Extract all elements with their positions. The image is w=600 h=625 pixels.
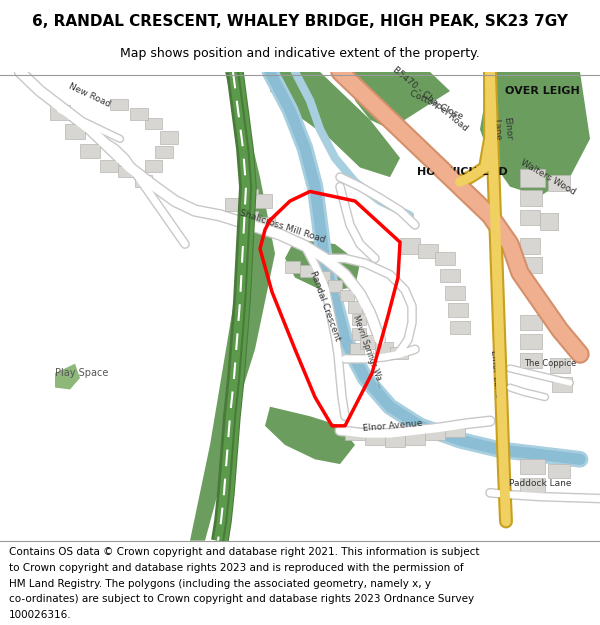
Polygon shape: [285, 261, 300, 272]
Polygon shape: [340, 290, 354, 301]
Polygon shape: [160, 131, 178, 144]
Polygon shape: [520, 315, 542, 330]
Polygon shape: [352, 314, 366, 326]
Polygon shape: [390, 348, 408, 359]
Polygon shape: [130, 108, 148, 120]
Polygon shape: [520, 191, 542, 206]
Polygon shape: [285, 239, 360, 292]
Text: The Coppice: The Coppice: [524, 359, 576, 368]
Polygon shape: [520, 353, 542, 368]
Polygon shape: [265, 407, 355, 464]
Text: Mevril Springs Wa...: Mevril Springs Wa...: [351, 314, 385, 389]
Polygon shape: [540, 214, 558, 230]
Polygon shape: [435, 252, 455, 265]
Polygon shape: [445, 286, 465, 299]
Text: Cotton Close: Cotton Close: [408, 89, 464, 122]
Polygon shape: [300, 265, 315, 277]
Text: Walters Wood: Walters Wood: [519, 158, 577, 196]
Polygon shape: [548, 175, 570, 191]
Text: Elnor
Lane: Elnor Lane: [491, 117, 512, 142]
Polygon shape: [520, 209, 540, 225]
Polygon shape: [448, 303, 468, 317]
Text: Elnor Lane: Elnor Lane: [490, 349, 503, 398]
Polygon shape: [155, 146, 173, 158]
Polygon shape: [400, 238, 420, 254]
Polygon shape: [118, 166, 135, 177]
Polygon shape: [418, 244, 438, 258]
Text: B5470 - Chapel Road: B5470 - Chapel Road: [391, 64, 469, 132]
Polygon shape: [552, 377, 572, 392]
Text: Paddock Lane: Paddock Lane: [509, 479, 571, 488]
Polygon shape: [350, 342, 364, 354]
Polygon shape: [145, 160, 162, 172]
Polygon shape: [345, 428, 365, 440]
Text: HM Land Registry. The polygons (including the associated geometry, namely x, y: HM Land Registry. The polygons (includin…: [9, 579, 431, 589]
Polygon shape: [50, 106, 70, 120]
Polygon shape: [360, 335, 378, 349]
Text: 6, RANDAL CRESCENT, WHALEY BRIDGE, HIGH PEAK, SK23 7GY: 6, RANDAL CRESCENT, WHALEY BRIDGE, HIGH …: [32, 14, 568, 29]
Polygon shape: [365, 432, 385, 445]
Polygon shape: [240, 211, 258, 225]
Text: Randal Crescent: Randal Crescent: [308, 270, 342, 342]
Polygon shape: [65, 124, 85, 139]
Polygon shape: [55, 364, 80, 389]
Polygon shape: [520, 459, 545, 474]
Text: Map shows position and indicative extent of the property.: Map shows position and indicative extent…: [120, 48, 480, 61]
Text: HORWICH END: HORWICH END: [416, 168, 508, 177]
Text: co-ordinates) are subject to Crown copyright and database rights 2023 Ordnance S: co-ordinates) are subject to Crown copyr…: [9, 594, 474, 604]
Polygon shape: [255, 194, 272, 208]
Polygon shape: [385, 436, 405, 447]
Polygon shape: [520, 258, 542, 272]
Polygon shape: [425, 427, 445, 440]
Polygon shape: [328, 281, 342, 292]
Polygon shape: [352, 328, 366, 340]
Text: Contains OS data © Crown copyright and database right 2021. This information is : Contains OS data © Crown copyright and d…: [9, 548, 479, 558]
Text: Elnor Avenue: Elnor Avenue: [363, 419, 423, 433]
Polygon shape: [520, 479, 545, 492]
Polygon shape: [110, 99, 128, 110]
Text: OVER LEIGH: OVER LEIGH: [505, 86, 580, 96]
Polygon shape: [450, 321, 470, 334]
Polygon shape: [240, 189, 258, 201]
Text: 100026316.: 100026316.: [9, 610, 71, 620]
Polygon shape: [445, 424, 465, 438]
Polygon shape: [550, 358, 570, 373]
Polygon shape: [100, 160, 118, 172]
Polygon shape: [548, 464, 570, 479]
Polygon shape: [190, 72, 275, 541]
Polygon shape: [258, 217, 275, 230]
Polygon shape: [520, 334, 542, 349]
Polygon shape: [225, 198, 242, 211]
Polygon shape: [80, 144, 100, 158]
Polygon shape: [135, 175, 152, 187]
Polygon shape: [405, 432, 425, 445]
Text: Shalicross Mill Road: Shalicross Mill Road: [238, 209, 326, 245]
Polygon shape: [348, 301, 362, 313]
Polygon shape: [520, 169, 545, 187]
Polygon shape: [350, 72, 450, 129]
Polygon shape: [520, 238, 540, 254]
Polygon shape: [316, 271, 330, 282]
Polygon shape: [270, 72, 400, 177]
Text: New Road: New Road: [68, 82, 112, 109]
Polygon shape: [375, 342, 393, 354]
Polygon shape: [480, 72, 590, 196]
Text: to Crown copyright and database rights 2023 and is reproduced with the permissio: to Crown copyright and database rights 2…: [9, 563, 464, 573]
Polygon shape: [145, 118, 162, 129]
Text: Play Space: Play Space: [55, 368, 109, 378]
Polygon shape: [440, 269, 460, 282]
